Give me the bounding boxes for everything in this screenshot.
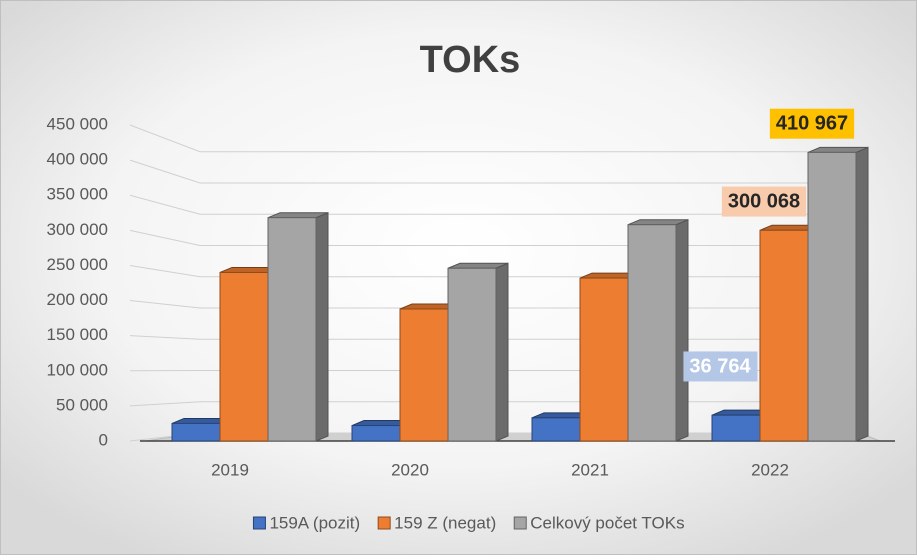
value-label: 36 764: [689, 355, 751, 377]
bar: [400, 309, 448, 441]
y-tick-label: 50 000: [56, 395, 108, 414]
y-tick-label: 300 000: [47, 220, 108, 239]
bar: [352, 426, 400, 441]
y-tick-label: 200 000: [47, 290, 108, 309]
legend-swatch: [253, 517, 265, 529]
bar-top: [628, 220, 688, 225]
bar: [712, 415, 760, 441]
y-tick-label: 450 000: [47, 114, 108, 133]
legend-label: 159A (pozit): [269, 513, 360, 532]
bar: [628, 225, 676, 441]
bar: [808, 152, 856, 441]
y-tick-label: 400 000: [47, 150, 108, 169]
bar: [760, 230, 808, 441]
legend-label: 159 Z (negat): [394, 513, 496, 532]
bar-side: [316, 213, 328, 441]
legend-swatch: [378, 517, 390, 529]
bar: [220, 272, 268, 441]
bar-top: [268, 213, 328, 218]
value-label: 300 068: [728, 191, 800, 213]
bar-side: [496, 263, 508, 441]
x-tick-label: 2022: [751, 460, 789, 479]
bar: [448, 268, 496, 441]
y-tick-label: 150 000: [47, 325, 108, 344]
bar-side: [856, 147, 868, 441]
y-tick-label: 350 000: [47, 185, 108, 204]
bar-top: [808, 147, 868, 152]
bar-top: [448, 263, 508, 268]
legend-swatch: [514, 517, 526, 529]
x-tick-label: 2021: [571, 460, 609, 479]
x-tick-label: 2020: [391, 460, 429, 479]
bar-side: [676, 220, 688, 441]
x-tick-label: 2019: [211, 460, 249, 479]
chart-title: TOKs: [420, 39, 521, 81]
value-label: 410 967: [776, 113, 848, 135]
bar: [580, 278, 628, 441]
bar: [172, 423, 220, 441]
y-tick-label: 100 000: [47, 360, 108, 379]
bar: [268, 218, 316, 441]
legend-label: Celkový počet TOKs: [530, 513, 684, 532]
bar: [532, 418, 580, 441]
y-tick-label: 0: [99, 430, 108, 449]
y-tick-label: 250 000: [47, 255, 108, 274]
